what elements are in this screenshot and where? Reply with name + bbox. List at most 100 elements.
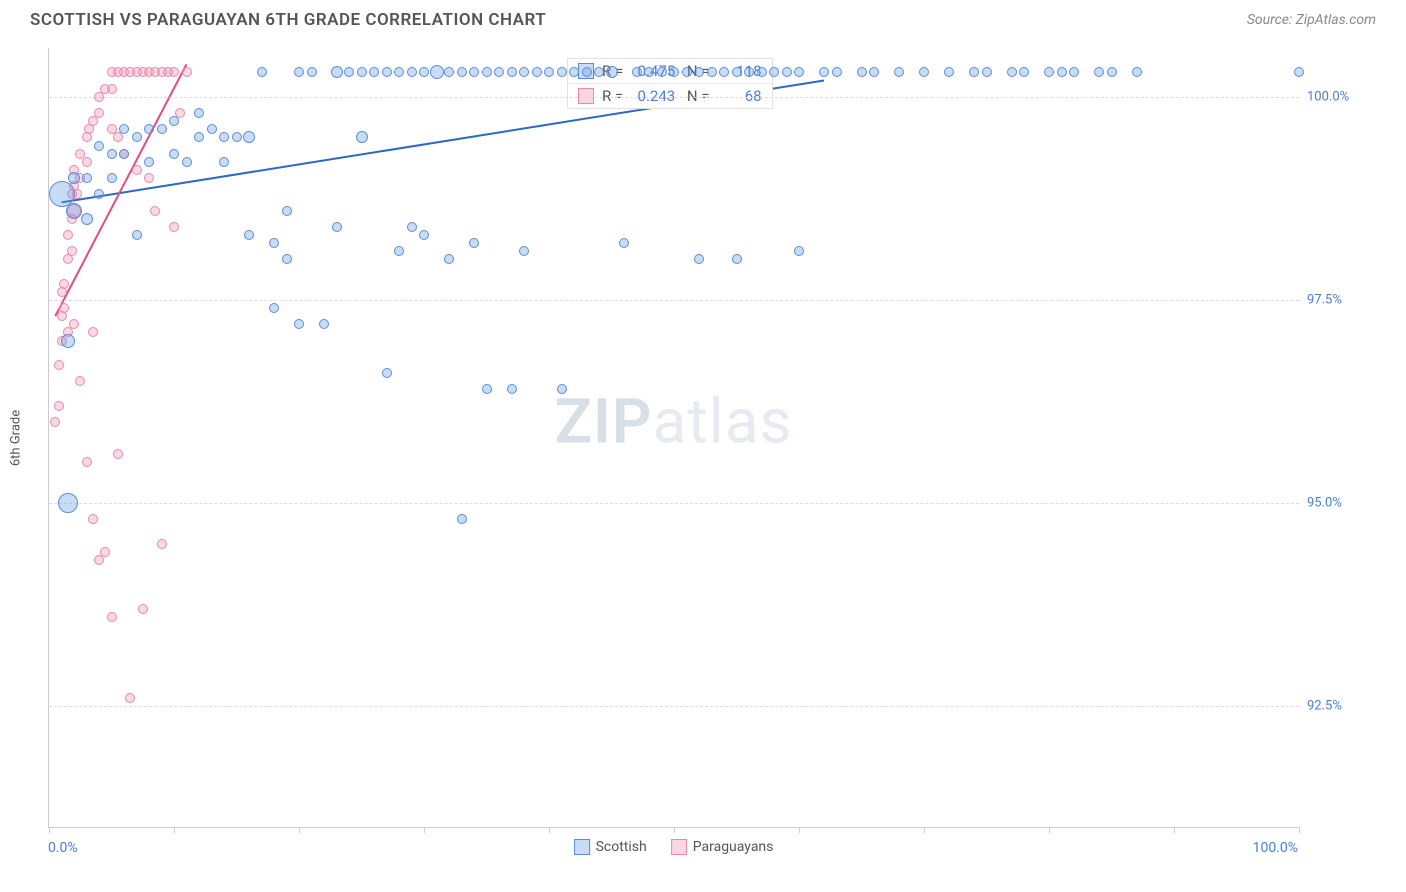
scatter-point	[169, 67, 179, 77]
scatter-point	[82, 157, 92, 167]
x-tick	[49, 827, 50, 833]
x-tick	[1299, 827, 1300, 833]
scatter-point	[61, 334, 75, 348]
legend-item: Scottish	[574, 839, 647, 855]
scatter-point	[469, 67, 479, 77]
scatter-point	[732, 67, 742, 77]
scatter-point	[54, 401, 64, 411]
scatter-point	[150, 206, 160, 216]
scatter-point	[88, 514, 98, 524]
scatter-point	[63, 230, 73, 240]
legend-item: Paraguayans	[671, 839, 774, 855]
scatter-point	[194, 108, 204, 118]
watermark-zip: ZIP	[555, 385, 653, 458]
scatter-point	[494, 67, 504, 77]
scatter-point	[294, 319, 304, 329]
scatter-point	[532, 67, 542, 77]
scatter-point	[356, 131, 368, 143]
scatter-point	[132, 230, 142, 240]
scatter-point	[169, 116, 179, 126]
scatter-point	[869, 67, 879, 77]
scatter-point	[219, 157, 229, 167]
scatter-point	[744, 67, 754, 77]
x-tick	[299, 827, 300, 833]
scatter-point	[919, 67, 929, 77]
scatter-point	[769, 67, 779, 77]
scatter-point	[1132, 67, 1142, 77]
legend-stats-box: R =0.475 N =118R =0.243 N =68	[567, 58, 773, 109]
scatter-point	[507, 384, 517, 394]
scatter-point	[982, 67, 992, 77]
scatter-point	[81, 213, 93, 225]
scatter-point	[794, 67, 804, 77]
scatter-point	[457, 514, 467, 524]
scatter-point	[82, 173, 92, 183]
scatter-point	[1019, 67, 1029, 77]
scatter-point	[569, 67, 579, 77]
scatter-point	[58, 493, 78, 513]
scatter-point	[357, 67, 367, 77]
scatter-point	[732, 254, 742, 264]
scatter-point	[1094, 67, 1104, 77]
scatter-point	[894, 67, 904, 77]
x-tick	[1049, 827, 1050, 833]
scatter-point	[132, 165, 142, 175]
scatter-point	[257, 67, 267, 77]
scatter-point	[107, 173, 117, 183]
scatter-point	[331, 66, 343, 78]
scatter-point	[832, 67, 842, 77]
scatter-point	[94, 141, 104, 151]
scatter-point	[269, 238, 279, 248]
scatter-point	[394, 67, 404, 77]
source-attribution: Source: ZipAtlas.com	[1247, 12, 1376, 28]
y-tick-label: 100.0%	[1307, 89, 1349, 104]
x-tick	[549, 827, 550, 833]
scatter-point	[482, 67, 492, 77]
scatter-point	[1057, 67, 1067, 77]
scatter-point	[657, 67, 667, 77]
chart-title: SCOTTISH VS PARAGUAYAN 6TH GRADE CORRELA…	[30, 10, 546, 30]
scatter-point	[59, 279, 69, 289]
scatter-point	[107, 149, 117, 159]
scatter-point	[1107, 67, 1117, 77]
scatter-point	[232, 132, 242, 142]
scatter-point	[282, 206, 292, 216]
plot-area: ZIPatlas R =0.475 N =118R =0.243 N =68 S…	[48, 48, 1298, 828]
scatter-point	[694, 67, 704, 77]
bottom-legend: Scottish Paraguayans	[574, 839, 774, 855]
scatter-point	[519, 67, 529, 77]
gridline-h	[49, 503, 1299, 504]
scatter-point	[632, 67, 642, 77]
scatter-point	[719, 67, 729, 77]
scatter-point	[182, 157, 192, 167]
scatter-point	[157, 124, 167, 134]
scatter-point	[694, 254, 704, 264]
gridline-h	[49, 97, 1299, 98]
scatter-point	[782, 67, 792, 77]
scatter-point	[1294, 67, 1304, 77]
x-axis-max-label: 100.0%	[1253, 840, 1298, 856]
scatter-point	[194, 132, 204, 142]
trend-lines-layer	[49, 48, 1299, 828]
scatter-point	[369, 67, 379, 77]
scatter-point	[269, 303, 279, 313]
scatter-point	[107, 84, 117, 94]
scatter-point	[66, 203, 82, 219]
scatter-point	[757, 67, 767, 77]
scatter-point	[1069, 67, 1079, 77]
x-tick	[799, 827, 800, 833]
scatter-point	[382, 368, 392, 378]
scatter-point	[182, 67, 192, 77]
scatter-point	[682, 67, 692, 77]
scatter-point	[107, 612, 117, 622]
scatter-point	[169, 149, 179, 159]
watermark-atlas: atlas	[653, 385, 793, 458]
scatter-point	[100, 547, 110, 557]
x-tick	[424, 827, 425, 833]
scatter-point	[75, 376, 85, 386]
scatter-point	[557, 384, 567, 394]
watermark: ZIPatlas	[555, 385, 793, 458]
scatter-point	[219, 132, 229, 142]
scatter-point	[430, 65, 444, 79]
legend-swatch	[574, 839, 590, 855]
